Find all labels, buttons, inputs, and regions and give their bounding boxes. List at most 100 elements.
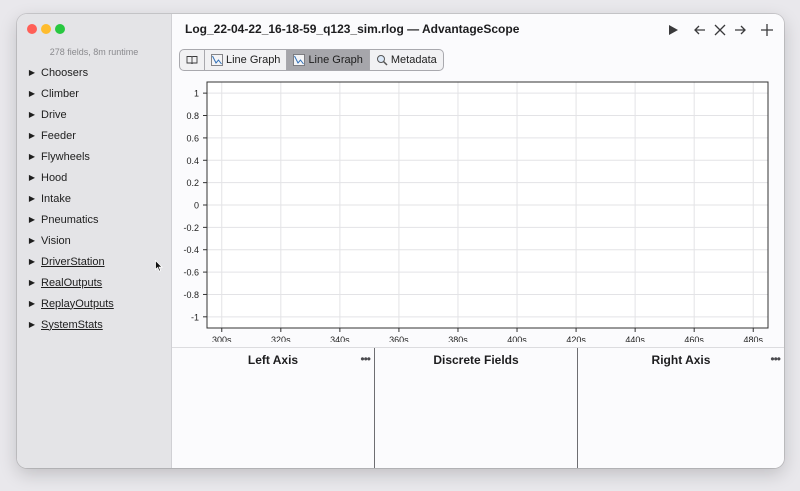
disclosure-triangle-icon[interactable]: ▶ — [28, 152, 35, 161]
sidebar-item-label: RealOutputs — [41, 276, 103, 289]
x-tick-label: 460s — [684, 335, 704, 342]
app-window: 278 fields, 8m runtime ▶ Choosers ▶ Climber… — [17, 14, 784, 468]
sidebar-item[interactable]: ▶ Flywheels — [17, 146, 171, 167]
disclosure-triangle-icon[interactable]: ▶ — [28, 299, 35, 308]
sidebar-item[interactable]: ▶ DriverStation — [17, 251, 171, 272]
discrete-fields-panel[interactable]: Discrete Fields — [375, 348, 577, 468]
left-axis-title: Left Axis — [247, 353, 299, 367]
axis-panels: Left Axis ••• Discrete Fields Right Axis… — [172, 347, 784, 468]
sidebar-item[interactable]: ▶ RealOutputs — [17, 272, 171, 293]
right-axis-more-icon[interactable]: ••• — [770, 352, 781, 366]
close-window-button[interactable] — [27, 24, 37, 34]
zoom-window-button[interactable] — [55, 24, 65, 34]
x-tick-label: 320s — [271, 335, 291, 342]
line-graph-canvas[interactable]: 1 0.8 0.6 0.4 0.2 0 -0.2 -0.4 -0.6 -0.8 -1 300s 320s… — [172, 76, 784, 342]
tab-line-graph-1[interactable]: Line Graph — [205, 50, 288, 70]
disclosure-triangle-icon[interactable]: ▶ — [28, 131, 35, 140]
disclosure-triangle-icon[interactable]: ▶ — [28, 89, 35, 98]
disclosure-triangle-icon[interactable]: ▶ — [28, 257, 35, 266]
x-tick-label: 400s — [507, 335, 527, 342]
sidebar-item-label: Pneumatics — [41, 213, 99, 226]
sidebar-item[interactable]: ▶ Climber — [17, 83, 171, 104]
sidebar-item-label: Flywheels — [41, 150, 90, 163]
y-tick-label: -0.6 — [183, 268, 199, 278]
x-tick-label: 300s — [212, 335, 232, 342]
disclosure-triangle-icon[interactable]: ▶ — [28, 278, 35, 287]
sidebar-item[interactable]: ▶ Pneumatics — [17, 209, 171, 230]
sidebar-item-label: DriverStation — [41, 255, 105, 268]
close-icon[interactable] — [713, 23, 727, 37]
sidebar: 278 fields, 8m runtime ▶ Choosers ▶ Climber… — [17, 14, 172, 468]
y-tick-label: 0.6 — [186, 133, 199, 143]
x-tick-label: 340s — [330, 335, 350, 342]
sidebar-item[interactable]: ▶ ReplayOutputs — [17, 293, 171, 314]
sidebar-item-label: Intake — [41, 192, 71, 205]
panel-divider[interactable] — [577, 348, 578, 468]
disclosure-triangle-icon[interactable]: ▶ — [28, 173, 35, 182]
line-graph-icon — [211, 54, 223, 66]
disclosure-triangle-icon[interactable]: ▶ — [28, 110, 35, 119]
sidebar-item[interactable]: ▶ Drive — [17, 104, 171, 125]
sidebar-item-label: Feeder — [41, 129, 76, 142]
sidebar-item-label: SystemStats — [41, 318, 103, 331]
discrete-fields-title: Discrete Fields — [433, 353, 519, 367]
arrow-left-icon[interactable] — [693, 23, 707, 37]
disclosure-triangle-icon[interactable]: ▶ — [28, 215, 35, 224]
sidebar-item-label: Drive — [41, 108, 67, 121]
x-tick-label: 480s — [743, 335, 763, 342]
minimize-window-button[interactable] — [41, 24, 51, 34]
window-title: Log_22-04-22_16-18-59_q123_sim.rlog — Ad… — [185, 22, 520, 36]
sidebar-item-label: Hood — [41, 171, 68, 184]
tab-line-graph-2-label: Line Graph — [308, 54, 363, 66]
y-tick-label: -0.4 — [183, 245, 199, 255]
field-count-label: 278 fields, 8m runtime — [49, 47, 139, 57]
sidebar-item-label: Choosers — [41, 66, 89, 79]
right-axis-title: Right Axis — [651, 353, 711, 367]
arrow-right-icon[interactable] — [733, 23, 747, 37]
disclosure-triangle-icon[interactable]: ▶ — [28, 194, 35, 203]
sidebar-item[interactable]: ▶ Feeder — [17, 125, 171, 146]
tab-metadata[interactable]: Metadata — [370, 50, 443, 70]
disclosure-triangle-icon[interactable]: ▶ — [28, 68, 35, 77]
y-tick-label: 1 — [194, 89, 199, 99]
line-graph-plot[interactable]: 1 0.8 0.6 0.4 0.2 0 -0.2 -0.4 -0.6 -0.8 -1 300s 320s… — [172, 76, 784, 342]
disclosure-triangle-icon[interactable]: ▶ — [28, 236, 35, 245]
plus-icon[interactable] — [760, 23, 774, 37]
play-icon[interactable] — [666, 23, 680, 37]
x-tick-label: 380s — [448, 335, 468, 342]
sidebar-item[interactable]: ▶ Hood — [17, 167, 171, 188]
right-axis-panel[interactable]: Right Axis ••• — [578, 348, 784, 468]
sidebar-item[interactable]: ▶ SystemStats — [17, 314, 171, 335]
magnifier-icon — [376, 55, 388, 66]
sidebar-item-label: Climber — [41, 87, 79, 100]
sidebar-item[interactable]: ▶ Vision — [17, 230, 171, 251]
tab-documentation[interactable] — [180, 50, 205, 70]
x-tick-label: 420s — [566, 335, 586, 342]
y-tick-label: 0.4 — [186, 156, 199, 166]
y-tick-label: 0.2 — [186, 178, 199, 188]
y-tick-label: -0.8 — [183, 290, 199, 300]
y-tick-label: 0.8 — [186, 111, 199, 121]
field-tree: ▶ Choosers ▶ Climber ▶ Drive ▶ Feeder ▶ Flywheels… — [17, 62, 171, 335]
sidebar-item-label: Vision — [41, 234, 71, 247]
disclosure-triangle-icon[interactable]: ▶ — [28, 320, 35, 329]
left-axis-more-icon[interactable]: ••• — [360, 352, 371, 366]
x-tick-label: 440s — [625, 335, 645, 342]
mouse-cursor-icon — [155, 260, 163, 272]
sidebar-item-label: ReplayOutputs — [41, 297, 114, 310]
y-tick-label: -1 — [191, 312, 199, 322]
tab-line-graph-2[interactable]: Line Graph — [287, 50, 370, 70]
panel-divider[interactable] — [374, 348, 375, 468]
tab-bar: Line Graph Line Graph Metadata — [179, 49, 444, 71]
book-icon — [186, 56, 198, 65]
left-axis-panel[interactable]: Left Axis ••• — [172, 348, 374, 468]
tab-line-graph-1-label: Line Graph — [226, 54, 281, 66]
tab-metadata-label: Metadata — [390, 54, 437, 66]
line-graph-icon — [293, 54, 306, 66]
sidebar-item[interactable]: ▶ Choosers — [17, 62, 171, 83]
main-area: Log_22-04-22_16-18-59_q123_sim.rlog — Ad… — [172, 14, 784, 468]
y-tick-label: -0.2 — [183, 223, 199, 233]
sidebar-item[interactable]: ▶ Intake — [17, 188, 171, 209]
x-tick-label: 360s — [389, 335, 409, 342]
y-tick-label: 0 — [194, 201, 199, 211]
